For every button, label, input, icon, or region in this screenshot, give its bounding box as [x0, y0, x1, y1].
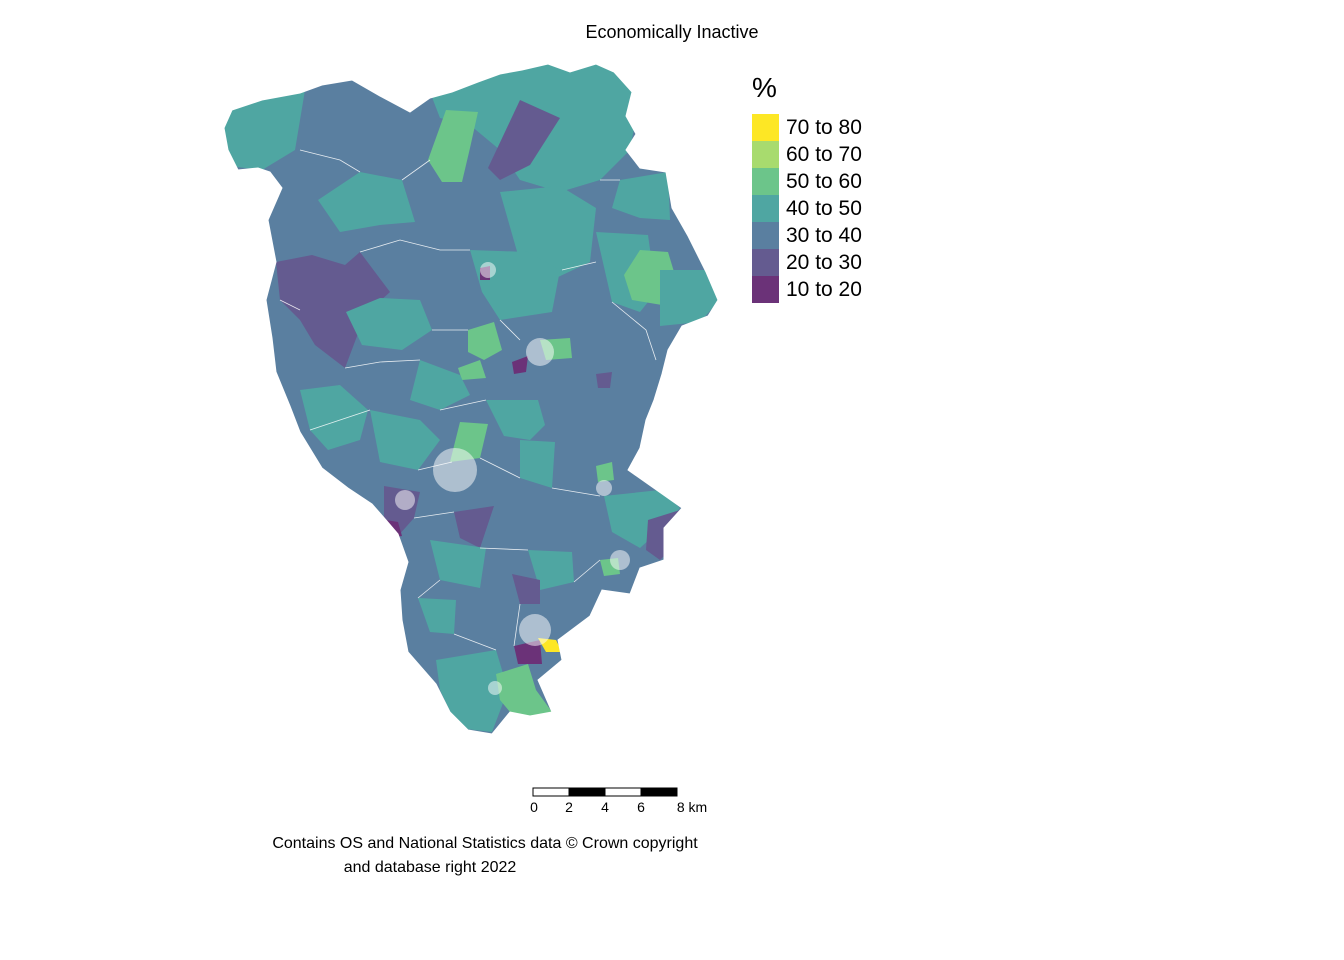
region-central-dark: [512, 356, 528, 374]
scale-segment-black: [640, 787, 678, 797]
copyright-credit: Contains OS and National Statistics data…: [264, 832, 706, 880]
region-boundaries: [279, 149, 657, 651]
legend-item: 60 to 70: [752, 141, 862, 168]
legend-title: %: [752, 72, 777, 103]
region-south-teal: [430, 540, 486, 588]
region-south-west-teal: [370, 410, 440, 470]
legend-label: 50 to 60: [786, 169, 862, 193]
urban-areas: [395, 262, 630, 695]
region-central-green: [468, 322, 502, 360]
legend-label: 30 to 40: [786, 223, 862, 247]
legend-swatch: [752, 114, 779, 141]
region-west-purple: [276, 252, 390, 368]
region-southeast-green-small: [596, 462, 614, 482]
legend-label: 10 to 20: [786, 277, 862, 301]
region-southeast-teal: [604, 490, 680, 548]
region-northwest: [224, 90, 305, 170]
legend-label: 20 to 30: [786, 250, 862, 274]
legend-swatch: [752, 222, 779, 249]
legend: % 70 to 80 60 to 70 50 to 60 40 to 50 30…: [752, 72, 862, 303]
region-north-green: [428, 110, 478, 182]
scale-label: 2: [565, 799, 573, 815]
legend-item: 70 to 80: [752, 114, 862, 141]
legend-swatch: [752, 141, 779, 168]
region-northeast: [612, 172, 670, 220]
region-far-south-green: [496, 664, 552, 716]
scale-label: 6: [637, 799, 645, 815]
scale-label: 0: [530, 799, 538, 815]
region-south-purple-2: [512, 574, 540, 604]
region-central: [410, 360, 470, 410]
scale-bar-graphic: [532, 787, 678, 797]
scale-bar: 0 2 4 6 8 km: [530, 785, 707, 815]
region-west-central: [346, 298, 432, 350]
region-far-east: [660, 270, 718, 326]
county-outline: [223, 63, 719, 735]
scale-segment-white: [532, 787, 570, 797]
region-south-central-teal: [486, 400, 545, 440]
legend-item: 10 to 20: [752, 276, 862, 303]
scale-label: 4: [601, 799, 609, 815]
legend-item: 50 to 60: [752, 168, 862, 195]
credit-line-1: Contains OS and National Statistics data…: [272, 835, 698, 852]
region-central-green-small: [458, 360, 486, 380]
legend-item: 20 to 30: [752, 249, 862, 276]
region-southwest-teal: [300, 385, 368, 450]
scale-label: 8 km: [676, 799, 708, 815]
legend-label: 60 to 70: [786, 142, 862, 166]
legend-label: 70 to 80: [786, 115, 862, 139]
region-north-purple: [488, 100, 560, 180]
scale-segment-white: [604, 787, 642, 797]
legend-swatch: [752, 276, 779, 303]
region-south-west-teal-2: [418, 598, 456, 634]
credit-line-2: and database right 2022: [343, 859, 517, 876]
region-south-purple: [454, 506, 494, 548]
legend-item: 40 to 50: [752, 195, 862, 222]
region-east-purple-small: [596, 372, 612, 388]
map-regions: [224, 64, 718, 734]
legend-swatch: [752, 168, 779, 195]
region-far-south-teal: [436, 650, 508, 732]
legend-label: 40 to 50: [786, 196, 862, 220]
legend-swatch: [752, 249, 779, 276]
scale-segment-black: [568, 787, 606, 797]
scale-labels: 0 2 4 6 8 km: [530, 799, 730, 819]
map-title: Economically Inactive: [585, 22, 759, 42]
region-south-central-teal-2: [520, 440, 555, 488]
legend-item: 30 to 40: [752, 222, 862, 249]
region-north-west-inner: [318, 172, 415, 232]
legend-swatch: [752, 195, 779, 222]
